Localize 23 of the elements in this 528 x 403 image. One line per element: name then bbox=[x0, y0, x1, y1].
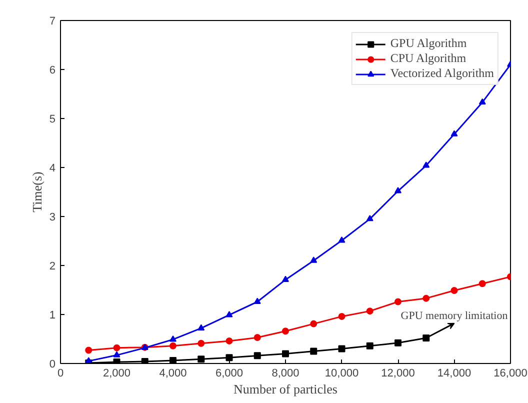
legend-label: Vectorized Algorithm bbox=[390, 66, 494, 81]
x-tick-label: 8,000 bbox=[272, 368, 300, 380]
x-tick-label: 14,000 bbox=[437, 368, 472, 380]
x-tick-label: 16,000 bbox=[494, 368, 528, 380]
x-tick-label: 4,000 bbox=[159, 368, 187, 380]
legend-label: GPU Algorithm bbox=[390, 36, 467, 51]
y-tick-label: 7 bbox=[49, 16, 56, 28]
y-tick-label: 1 bbox=[49, 310, 56, 322]
x-tick-label: 2,000 bbox=[102, 368, 131, 380]
x-tick-label: 6,000 bbox=[215, 368, 244, 380]
x-axis-title: Number of particles bbox=[234, 382, 338, 396]
y-tick-label: 0 bbox=[49, 358, 56, 370]
annotation: GPU memory limitation bbox=[400, 310, 508, 322]
y-axis-title: Time(s) bbox=[29, 172, 44, 212]
legend-label: CPU Algorithm bbox=[390, 51, 466, 66]
x-tick-label: 12,000 bbox=[381, 368, 415, 380]
x-tick-label: 0 bbox=[57, 368, 64, 380]
y-tick-label: 6 bbox=[49, 64, 56, 76]
y-tick-label: 3 bbox=[49, 212, 56, 224]
y-tick-label: 4 bbox=[49, 162, 56, 174]
y-tick-label: 5 bbox=[49, 114, 56, 126]
y-tick-label: 2 bbox=[49, 260, 56, 272]
x-tick-label: 10,000 bbox=[324, 368, 359, 380]
